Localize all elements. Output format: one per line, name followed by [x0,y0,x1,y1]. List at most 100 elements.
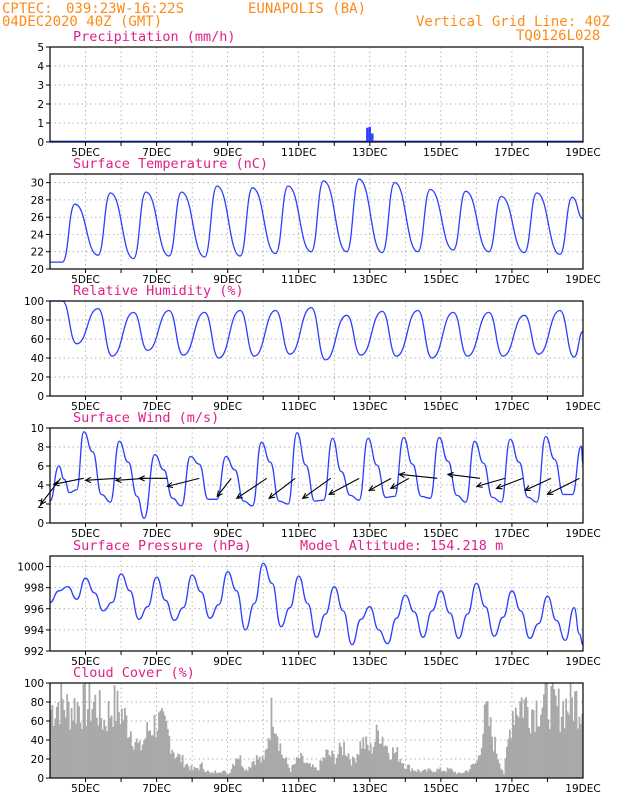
y-tick-label: 4 [37,480,44,492]
cloud-bar [420,772,422,778]
cloud-bar [263,759,265,778]
cloud-bar [243,771,246,778]
cloud-bar [291,765,294,778]
cloud-bar [572,721,575,778]
cloud-bar [73,698,76,778]
cloud-bar [464,771,467,778]
cloud-bar [289,772,292,778]
cloud-bar [251,762,254,778]
cloud-bar [338,742,341,778]
panel-frame [49,427,584,524]
x-tick-label: 7DEC [142,401,171,413]
cloud-bar [238,759,240,778]
cloud-bar [402,763,405,778]
y-tick-label: 10 [31,423,44,435]
cloud-bar [415,771,418,778]
x-tick-label: 9DEC [213,783,242,795]
cloud-bar [267,737,270,778]
x-tick-label: 7DEC [142,656,171,668]
cloud-bar [380,743,382,778]
x-tick-label: 15DEC [423,783,458,795]
cloud-bar [400,763,403,778]
cloud-bar [580,723,582,778]
y-tick-label: 1000 [17,562,44,574]
x-tick-label: 19DEC [565,656,600,668]
cloud-bar [51,705,54,778]
y-tick-label: 40 [31,353,44,365]
cloud-bar [378,743,381,778]
x-tick-label: 11DEC [281,274,316,286]
cloud-bar [64,717,67,778]
cloud-bar [112,726,114,778]
cloud-bar [531,709,533,778]
y-tick-label: 60 [31,334,44,346]
cloud-bar [217,773,220,778]
y-tick-label: 80 [31,315,44,327]
cloud-bar [276,736,279,778]
cloud-bar [168,736,171,778]
x-tick-label: 9DEC [213,656,242,668]
x-tick-label: 7DEC [142,274,171,286]
cloud-bar [81,728,83,778]
cloud-bar [449,768,452,778]
y-tick-label: 998 [24,583,44,595]
cloud-bar [458,772,461,778]
cloud-bar [357,754,360,778]
cloud-bar [560,716,563,778]
cloud-bar [79,722,82,778]
cloud-bar [190,765,193,778]
cloud-bar [439,767,442,778]
cloud-bar [125,715,128,778]
cloud-bar [177,753,180,778]
cloud-bar [306,762,308,778]
y-tick-label: 4 [37,61,44,73]
cloud-bar [372,746,375,778]
x-tick-label: 13DEC [352,656,387,668]
cloud-bar [467,772,470,778]
y-tick-label: 100 [24,678,44,690]
cloud-bar [118,712,120,778]
cloud-bar [492,751,495,778]
cloud-bar [150,735,153,778]
cloud-bar [501,770,504,778]
x-tick-label: 15DEC [423,528,458,540]
cloud-bar [187,766,190,778]
cloud-bar [349,759,351,778]
cloud-bar [359,741,362,778]
cloud-bar [316,770,319,778]
cloud-bar [249,767,252,778]
y-tick-label: 60 [31,716,44,728]
panel-frame [49,300,584,397]
x-tick-label: 13DEC [352,783,387,795]
cloud-bar [510,738,513,778]
cloud-bar [269,740,271,778]
cloud-bar [232,763,234,778]
cloud-bar [107,700,110,778]
cloud-bar [304,763,307,778]
cloud-bar [374,741,377,778]
x-tick-label: 11DEC [281,783,316,795]
x-tick-label: 19DEC [565,528,600,540]
cloud-bar [566,711,569,778]
cloud-bar [375,724,378,778]
cloud-bar [406,764,409,778]
cloud-bar [322,757,325,778]
cloud-bar [553,689,556,778]
cloud-bar [227,773,230,778]
panels: Precipitation (mm/h) 0 1 2 3 4 5 5DEC 7DEC 9DEC 11… [17,29,600,795]
y-tick-label: 40 [31,735,44,747]
cloud-bar [495,753,498,778]
y-tick-label: 20 [31,372,44,384]
cloud-bar [164,715,166,778]
cloud-bar [220,773,223,778]
x-tick-label: 17DEC [494,274,529,286]
panel-annotation: Model Altitude: 154.218 m [300,538,503,554]
cloud-bar [298,758,301,778]
cloud-bar [429,768,431,778]
x-tick-label: 17DEC [494,147,529,159]
cloud-bar [371,753,374,778]
x-tick-label: 13DEC [352,274,387,286]
cloud-bar [132,749,135,778]
cloud-bar [208,771,211,778]
x-tick-label: 5DEC [71,656,100,668]
